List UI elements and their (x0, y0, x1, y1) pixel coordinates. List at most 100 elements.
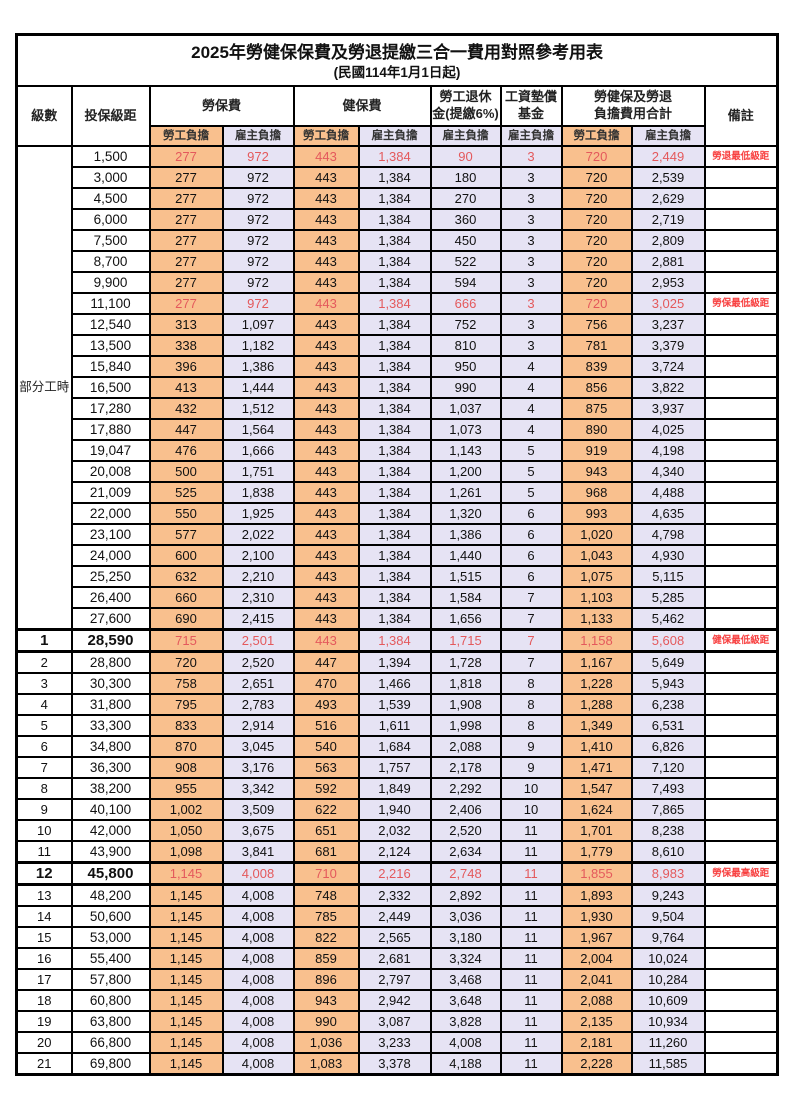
note-cell (703, 544, 779, 567)
table-cell: 2,332 (357, 883, 432, 907)
table-cell: 55,400 (70, 947, 151, 970)
table-cell: 5 (499, 460, 563, 483)
table-cell: 4 (499, 355, 563, 378)
note-cell (703, 883, 779, 907)
table-cell: 1,684 (357, 735, 432, 758)
table-cell: 919 (560, 439, 633, 462)
note-cell (703, 926, 779, 949)
table-cell: 38,200 (70, 777, 151, 800)
note-cell (703, 187, 779, 210)
table-cell: 4,008 (221, 905, 295, 928)
table-cell: 277 (148, 229, 224, 252)
table-cell: 1,515 (429, 565, 502, 588)
table-body: 部分工時 1,500 277 972 443 1,384 90 3 720 2,449 勞退最低級距… (15, 145, 779, 1076)
table-cell: 2,881 (630, 250, 706, 273)
table-cell: 277 (148, 271, 224, 294)
note-cell (703, 208, 779, 231)
table-cell: 3,468 (429, 968, 502, 991)
table-cell: 6 (499, 544, 563, 567)
subheader-total-employer: 雇主負擔 (630, 125, 706, 147)
reference-sheet: 2025年勞健保保費及勞退提繳三合一費用對照參考用表 (民國114年1月1日起)… (15, 33, 780, 1076)
table-cell: 3,036 (429, 905, 502, 928)
table-cell: 277 (148, 145, 224, 168)
table-cell: 1,167 (560, 650, 633, 674)
part-time-group-cell: 部分工時 (15, 145, 73, 631)
table-cell: 1,384 (357, 586, 432, 609)
table-cell: 2,415 (221, 607, 295, 631)
table-row: 18 60,800 1,145 4,008 943 2,942 3,648 11 2,088 10… (15, 989, 779, 1012)
table-row: 7,500 277 972 443 1,384 450 3 720 2,809 (17, 229, 779, 252)
table-cell: 875 (560, 397, 633, 420)
note-cell (703, 460, 779, 483)
table-cell: 1,893 (560, 883, 633, 907)
table-cell: 7 (499, 607, 563, 631)
header-note: 備註 (703, 85, 779, 147)
table-cell: 3 (499, 166, 563, 189)
table-cell: 1,512 (221, 397, 295, 420)
table-cell: 1,036 (292, 1031, 360, 1054)
table-cell: 10,284 (630, 968, 706, 991)
table-cell: 1,384 (357, 208, 432, 231)
note-cell: 勞保最低級距 (703, 292, 779, 315)
table-cell: 3,176 (221, 756, 295, 779)
table-cell: 447 (148, 418, 224, 441)
table-cell: 516 (292, 714, 360, 737)
table-cell: 9 (499, 756, 563, 779)
table-cell: 4,008 (221, 968, 295, 991)
table-cell: 1,998 (429, 714, 502, 737)
table-row: 17 57,800 1,145 4,008 896 2,797 3,468 11 2,041 10… (15, 968, 779, 991)
table-cell: 950 (429, 355, 502, 378)
table-cell: 4 (499, 418, 563, 441)
table-cell: 2,124 (357, 840, 432, 864)
table-cell: 2,797 (357, 968, 432, 991)
table-cell: 277 (148, 166, 224, 189)
table-cell: 1,384 (357, 187, 432, 210)
table-cell: 443 (292, 271, 360, 294)
table-cell: 493 (292, 693, 360, 716)
table-cell: 8 (15, 777, 73, 800)
table-cell: 1,145 (148, 1010, 224, 1033)
note-cell (703, 523, 779, 546)
table-cell: 3 (499, 187, 563, 210)
table-cell: 968 (560, 481, 633, 504)
note-cell (703, 798, 779, 821)
table-cell: 1,384 (357, 334, 432, 357)
table-cell: 1,728 (429, 650, 502, 674)
table-cell: 1,384 (357, 397, 432, 420)
table-cell: 8,610 (630, 840, 706, 864)
table-row: 25,250 632 2,210 443 1,384 1,515 6 1,075 5,115 (17, 565, 779, 588)
table-cell: 2,501 (221, 628, 295, 653)
note-cell (703, 1031, 779, 1054)
table-row: 5 33,300 833 2,914 516 1,611 1,998 8 1,349 6,531 (15, 714, 779, 737)
table-cell: 443 (292, 145, 360, 168)
table-cell: 1,444 (221, 376, 295, 399)
table-cell: 443 (292, 460, 360, 483)
table-cell: 2,004 (560, 947, 633, 970)
table-cell: 57,800 (70, 968, 151, 991)
table-cell: 17 (15, 968, 73, 991)
table-cell: 752 (429, 313, 502, 336)
table-cell: 2,181 (560, 1031, 633, 1054)
table-cell: 592 (292, 777, 360, 800)
note-cell (703, 565, 779, 588)
table-cell: 15 (15, 926, 73, 949)
note-cell (703, 250, 779, 273)
table-cell: 21,009 (70, 481, 151, 504)
table-cell: 2,406 (429, 798, 502, 821)
table-cell: 34,800 (70, 735, 151, 758)
table-cell: 1,818 (429, 672, 502, 695)
table-cell: 9,764 (630, 926, 706, 949)
table-cell: 1,410 (560, 735, 633, 758)
table-header: 2025年勞健保保費及勞退提繳三合一費用對照參考用表 (民國114年1月1日起)… (15, 33, 779, 147)
table-cell: 6,826 (630, 735, 706, 758)
table-cell: 5 (499, 439, 563, 462)
table-cell: 3 (499, 250, 563, 273)
table-cell: 443 (292, 376, 360, 399)
subheader-health-employer: 雇主負擔 (357, 125, 432, 147)
table-cell: 15,840 (70, 355, 151, 378)
table-cell: 16,500 (70, 376, 151, 399)
table-cell: 11 (499, 905, 563, 928)
table-cell: 3,828 (429, 1010, 502, 1033)
table-cell: 9 (499, 735, 563, 758)
table-cell: 53,000 (70, 926, 151, 949)
